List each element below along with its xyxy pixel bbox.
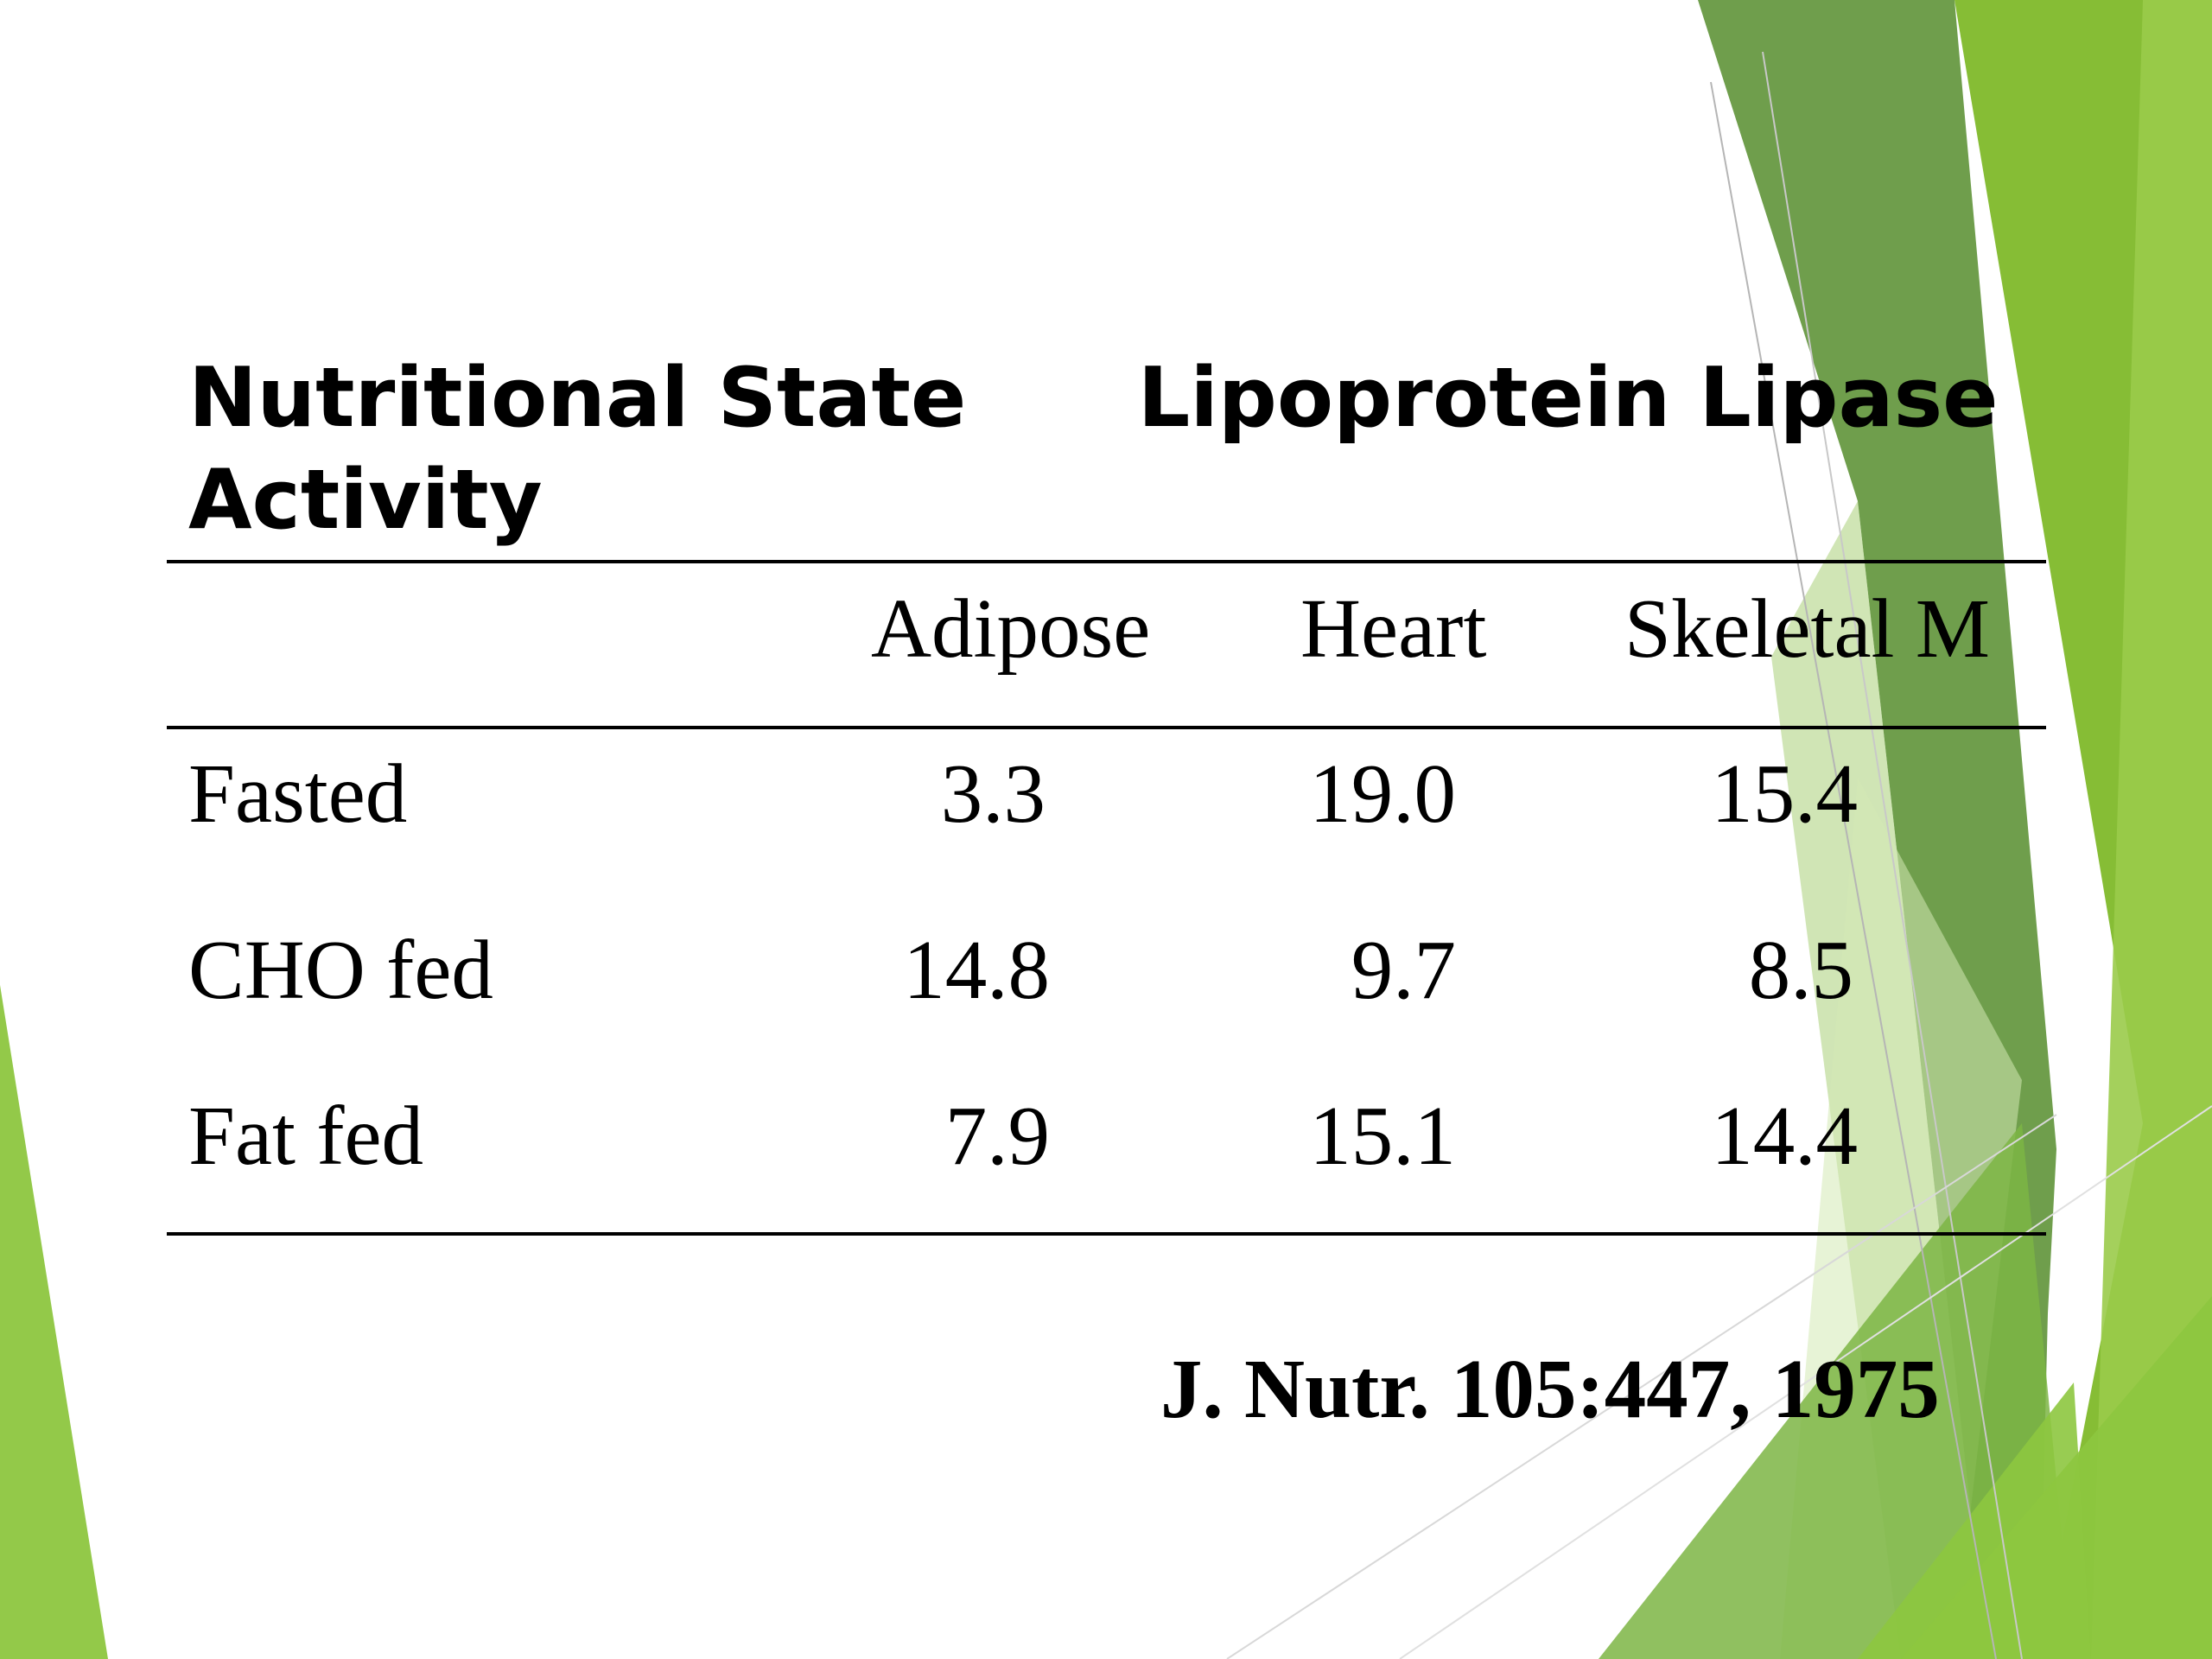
cell-fasted-skeletal: 15.4 xyxy=(1711,747,1858,840)
column-header-adipose: Adipose xyxy=(871,582,1151,675)
row-label-cho-fed: CHO fed xyxy=(188,924,493,1016)
slide-title: Nutritional State Lipoprotein Lipase Act… xyxy=(188,347,1999,551)
column-header-skeletal-muscle: Skeletal M xyxy=(1624,582,1990,675)
cell-fat-fed-heart: 15.1 xyxy=(1309,1090,1456,1182)
cell-cho-fed-heart: 9.7 xyxy=(1351,924,1456,1016)
column-header-heart: Heart xyxy=(1300,582,1487,675)
title-line-2: Activity xyxy=(188,453,543,548)
table-top-rule xyxy=(167,560,2046,563)
table-bottom-rule xyxy=(167,1232,2046,1236)
table-header-rule xyxy=(167,726,2046,729)
cell-fat-fed-adipose: 7.9 xyxy=(944,1090,1050,1182)
cell-cho-fed-skeletal: 8.5 xyxy=(1748,924,1853,1016)
citation: J. Nutr. 105:447, 1975 xyxy=(1160,1343,1940,1435)
cell-fat-fed-skeletal: 14.4 xyxy=(1711,1090,1858,1182)
row-label-fat-fed: Fat fed xyxy=(188,1090,424,1182)
cell-fasted-adipose: 3.3 xyxy=(940,747,1046,840)
cell-cho-fed-adipose: 14.8 xyxy=(903,924,1050,1016)
row-label-fasted: Fasted xyxy=(188,747,408,840)
cell-fasted-heart: 19.0 xyxy=(1309,747,1456,840)
title-line-1: Nutritional State Lipoprotein Lipase xyxy=(188,351,1999,446)
